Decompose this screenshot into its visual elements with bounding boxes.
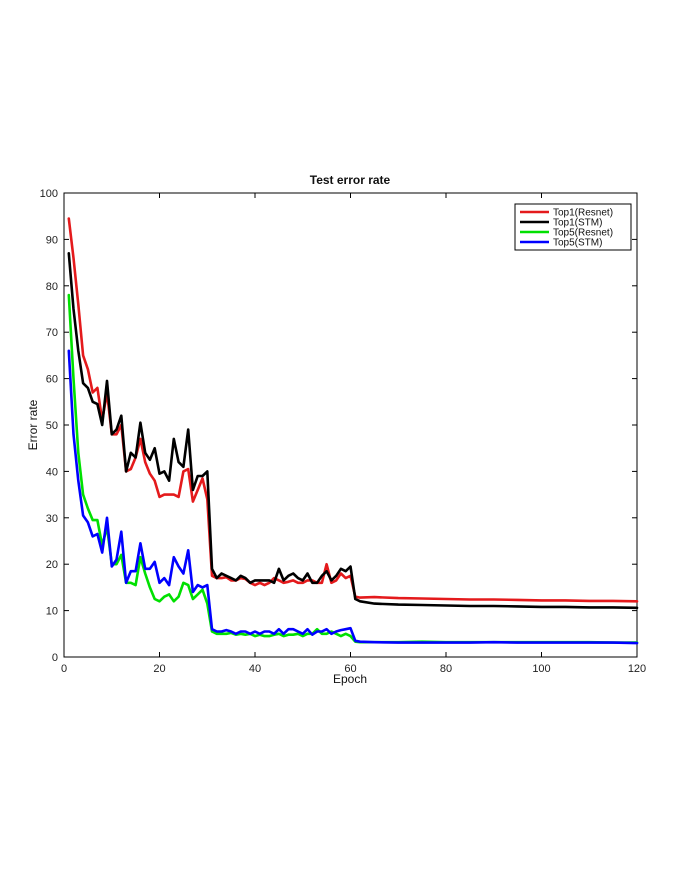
x-tick-label: 0 — [61, 663, 67, 675]
legend-entry-label: Top1(Resnet) — [553, 208, 613, 219]
y-tick-label: 90 — [46, 234, 58, 246]
y-tick-label: 0 — [52, 652, 58, 664]
series-line-3 — [67, 349, 639, 645]
legend-entry-label: Top5(STM) — [553, 238, 602, 249]
y-tick-label: 100 — [40, 188, 58, 200]
y-tick-label: 20 — [46, 559, 58, 571]
x-tick-label: 100 — [532, 663, 550, 675]
y-tick-label: 70 — [46, 327, 58, 339]
legend: Top1(Resnet)Top1(STM)Top5(Resnet)Top5(ST… — [514, 203, 632, 251]
y-axis-title: Error rate — [26, 399, 40, 450]
y-tick-label: 80 — [46, 281, 58, 293]
x-tick-label: 60 — [344, 663, 356, 675]
x-tick-label: 40 — [249, 663, 261, 675]
x-axis-title: Epoch — [333, 672, 367, 686]
y-axis: 0 10 20 30 40 50 60 70 80 90 100 — [40, 188, 637, 664]
series-lines — [67, 217, 639, 645]
x-tick-label: 120 — [628, 663, 646, 675]
legend-entry-label: Top5(Resnet) — [553, 228, 613, 239]
y-tick-label: 10 — [46, 606, 58, 618]
series-line-0 — [67, 217, 639, 603]
y-tick-label: 50 — [46, 420, 58, 432]
x-tick-label: 80 — [440, 663, 452, 675]
x-tick-label: 20 — [153, 663, 165, 675]
x-axis: 0 20 40 60 80 100 120 — [61, 193, 646, 675]
series-line-1 — [67, 252, 639, 610]
legend-entry-label: Top1(STM) — [553, 218, 602, 229]
y-tick-label: 60 — [46, 374, 58, 386]
y-tick-label: 40 — [46, 466, 58, 478]
chart-title: Test error rate — [310, 173, 391, 187]
y-tick-label: 30 — [46, 513, 58, 525]
